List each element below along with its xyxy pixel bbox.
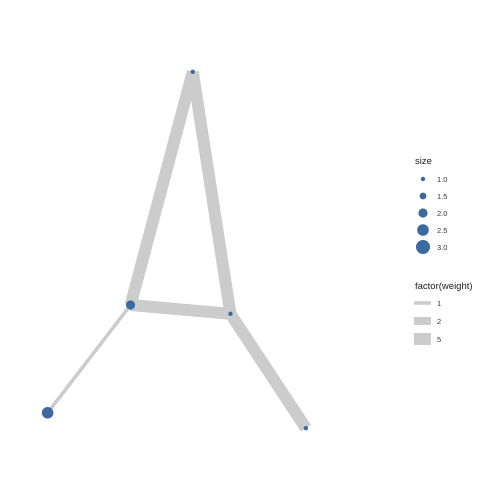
edge-b-e xyxy=(46,303,132,414)
size-legend-label-0: 1.0 xyxy=(437,175,447,184)
node-a xyxy=(190,69,195,75)
size-legend-key-1 xyxy=(419,192,427,200)
weight-legend-title: factor(weight) xyxy=(415,281,473,292)
weight-legend-label-0: 1 xyxy=(437,299,441,308)
weight-legend-label-1: 2 xyxy=(437,317,441,326)
node-c xyxy=(228,311,233,316)
edge-a-b xyxy=(124,70,199,307)
edge-c-d xyxy=(225,310,311,432)
node-e xyxy=(41,407,54,419)
size-legend-title: size xyxy=(415,156,432,167)
size-legend-key-3 xyxy=(417,224,429,236)
edge-a-c xyxy=(186,70,237,315)
weight-legend: factor(weight) 1 2 5 xyxy=(414,281,473,345)
size-legend-label-4: 3.0 xyxy=(437,243,447,252)
edge-layer xyxy=(46,70,311,432)
size-legend-label-1: 1.5 xyxy=(437,192,447,201)
node-b xyxy=(125,300,136,310)
weight-legend-key-1 xyxy=(414,317,431,325)
node-layer xyxy=(41,69,309,431)
size-legend-key-0 xyxy=(420,176,426,182)
size-legend-key-2 xyxy=(418,208,428,218)
weight-legend-key-2 xyxy=(414,333,431,345)
weight-legend-key-0 xyxy=(414,301,431,305)
weight-legend-label-2: 5 xyxy=(437,335,441,344)
node-d xyxy=(303,426,309,431)
edge-b-c xyxy=(130,299,231,320)
size-legend-label-2: 2.0 xyxy=(437,209,447,218)
size-legend-label-3: 2.5 xyxy=(437,226,447,235)
size-legend-key-4 xyxy=(416,240,430,254)
size-legend: size 1.0 1.5 2.0 2.5 3.0 xyxy=(415,156,447,254)
